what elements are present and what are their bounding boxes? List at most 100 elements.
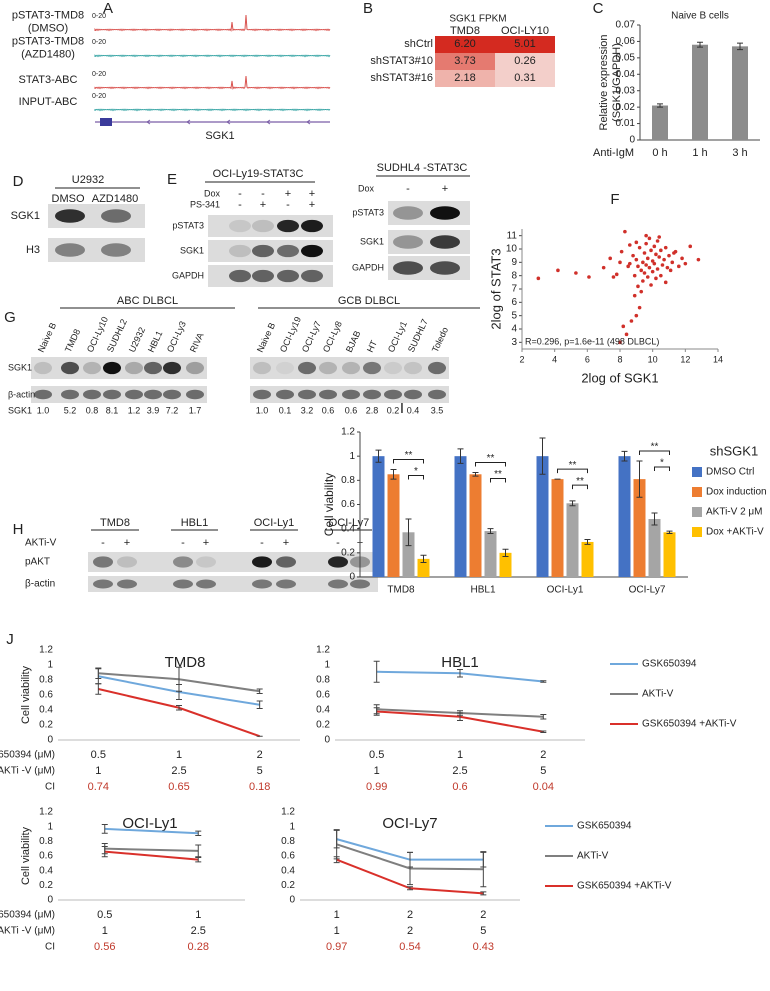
legend-label: AKTi-V: [577, 851, 609, 862]
point: [647, 265, 652, 270]
blot-band: [196, 579, 216, 589]
error-bar: [457, 712, 463, 721]
track-scale: 0-20: [92, 93, 106, 100]
gene-label: SGK1: [205, 130, 234, 142]
bar: [417, 558, 430, 577]
blot-band: [384, 361, 402, 375]
lane-label: Naive B: [36, 321, 58, 354]
y-axis-label: Cell viability: [322, 473, 336, 536]
blot-label: β-actin: [8, 389, 35, 399]
bar: [652, 105, 668, 140]
point: [649, 283, 653, 287]
error-bar: [375, 449, 382, 463]
point: [642, 251, 647, 255]
x-row-value: 1: [334, 909, 340, 921]
significance-bracket: [408, 474, 424, 480]
bar: [618, 456, 631, 577]
panel-letter: B: [363, 0, 373, 17]
blot-band: [428, 389, 446, 400]
blot-band: [186, 361, 204, 375]
blot-band: [430, 261, 460, 275]
significance-bracket: [557, 468, 588, 474]
significance: *: [660, 458, 664, 469]
blot-band: [252, 556, 272, 568]
y-tick-label: 0.6: [39, 851, 53, 862]
blot-title: OCI-Ly19-STAT3C: [213, 168, 304, 180]
error-bar: [176, 705, 182, 711]
treatment-mark: -: [406, 183, 410, 195]
treatment-mark: +: [285, 188, 291, 200]
blot-label: pSTAT3: [172, 220, 204, 230]
track-label: (AZD1480): [21, 48, 75, 60]
bar: [454, 456, 467, 577]
x-tick-label: 6: [585, 354, 590, 364]
x-row-value: 0.04: [533, 781, 554, 793]
y-tick-label: 8: [511, 270, 517, 281]
legend-label: AKTi-V: [642, 689, 674, 700]
treatment-mark: -: [238, 188, 242, 200]
x-row-value: 0.97: [326, 941, 347, 953]
treatment-mark: +: [124, 537, 130, 549]
x-tick-label: 14: [713, 354, 723, 364]
quant-value: 0.8: [86, 405, 99, 415]
legend-swatch: [692, 527, 702, 537]
x-axis-label: 2log of SGK1: [581, 370, 658, 385]
blot-band: [163, 361, 181, 375]
point: [670, 260, 675, 265]
bar: [387, 474, 400, 577]
point: [642, 271, 647, 275]
panel-letter: A: [103, 0, 113, 17]
lane-label: DMSO: [52, 193, 85, 205]
point: [660, 263, 665, 267]
lane-label: SUDHL7: [406, 317, 430, 353]
legend-label: Dox induction: [706, 487, 767, 498]
point: [536, 276, 541, 281]
blot-band: [276, 579, 296, 589]
line: [104, 850, 199, 861]
track-label: pSTAT3-TMD8: [12, 35, 84, 47]
x-row-value: 0.43: [473, 941, 494, 953]
x-row-label: AKTi -V (μM): [0, 766, 55, 777]
chart-title: Naive B cells: [671, 11, 729, 22]
point: [650, 269, 655, 274]
error-bar: [539, 437, 546, 475]
blot-band: [253, 361, 271, 375]
y-tick-label: 7: [511, 284, 517, 295]
significance-bracket: [475, 461, 506, 467]
significance-bracket: [393, 458, 424, 464]
treatment-mark: +: [283, 537, 289, 549]
treatment-mark: +: [442, 183, 448, 195]
track-label: pSTAT3-TMD8: [12, 9, 84, 21]
error-bar: [390, 468, 397, 480]
y-tick-label: 0.4: [39, 865, 53, 876]
lane-label: TMD8: [63, 327, 82, 353]
point: [641, 279, 645, 283]
lane-label: Naive B: [255, 321, 277, 354]
table-cell: [435, 36, 495, 53]
x-row-value: 0.18: [249, 781, 270, 793]
y-tick-label: 1: [324, 660, 330, 671]
lane-label: OCI-Ly7: [300, 320, 323, 354]
y-tick-label: 1: [47, 660, 53, 671]
x-row-value: 5: [480, 925, 486, 937]
annotation: R=0.296, p=1.6e-11 (498 DLBCL): [525, 336, 659, 346]
y-tick-label: 0.03: [616, 85, 636, 96]
gene-arrow: [146, 119, 151, 125]
y-tick-label: 0.2: [39, 720, 53, 731]
blot: [250, 357, 449, 379]
significance-bracket: [490, 477, 506, 483]
point: [634, 240, 639, 245]
y-tick-label: 0.4: [281, 865, 295, 876]
y-tick-label: 9: [511, 257, 517, 268]
blot-band: [363, 361, 381, 375]
blot-band: [229, 219, 251, 233]
lane-label: OCI-Ly19: [278, 315, 303, 354]
x-row-value: 2: [407, 909, 413, 921]
x-row-value: 0.6: [452, 781, 467, 793]
point: [626, 264, 630, 269]
cell-value: 0.31: [514, 72, 535, 84]
error-bar: [405, 518, 412, 547]
blot-band: [93, 579, 113, 589]
error-bar: [457, 448, 464, 464]
x-row-value: 2: [480, 909, 486, 921]
